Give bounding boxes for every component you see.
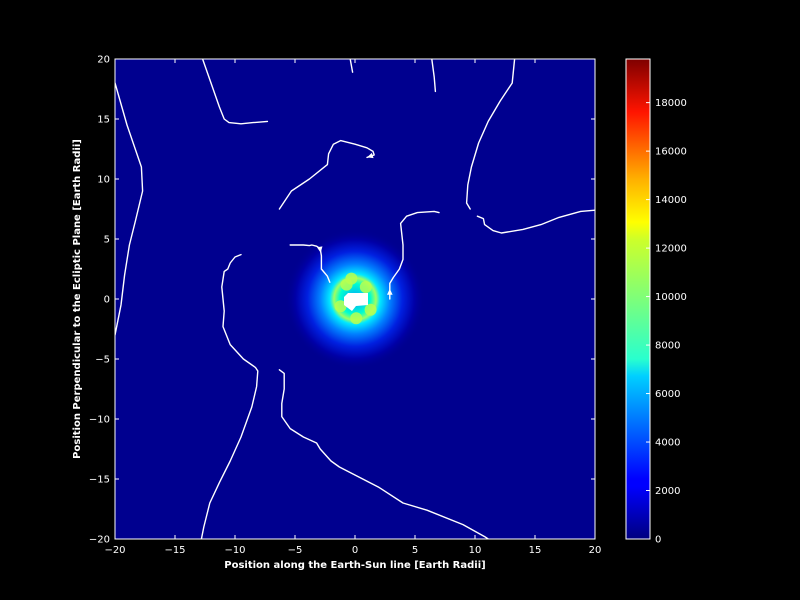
- plot-area: −20 −15 −10 −5 0 5 10 15 20 −20−15−10−505101520 …: [72, 55, 601, 572]
- x-tick-label: 15: [529, 545, 542, 556]
- colorbar-tick-label: 0: [655, 535, 661, 546]
- ring-hot-spots: [334, 272, 377, 325]
- colorbar-ticks: 0 2000 4000 6000 8000 10000 12000 14000 16000 180…: [646, 98, 687, 546]
- streamline: [476, 209, 595, 234]
- colorbar-tick-label: 12000: [655, 244, 687, 255]
- y-tick-label: 15: [97, 115, 110, 126]
- x-tick-label: −5: [288, 545, 303, 556]
- x-tick-label: −20: [104, 545, 125, 556]
- colorbar-tick-label: 18000: [655, 98, 687, 109]
- ring-hot-spot: [364, 303, 377, 316]
- streamline: [278, 369, 489, 539]
- colorbar-tick-label: 8000: [655, 341, 680, 352]
- streamline-arrow: [387, 288, 393, 295]
- x-tick-label: 10: [469, 545, 482, 556]
- colorbar: 0 2000 4000 6000 8000 10000 12000 14000 16000 180…: [625, 58, 687, 546]
- x-tick-label: 20: [589, 545, 602, 556]
- colorbar-tick-label: 2000: [655, 486, 680, 497]
- y-tick-label: −5: [95, 355, 110, 366]
- x-axis-ticks: −20 −15 −10 −5 0 5 10 15 20: [104, 59, 601, 556]
- y-tick-label: 0: [104, 295, 110, 306]
- masked-region: [344, 293, 368, 311]
- y-axis-label: Position Perpendicular to the Ecliptic P…: [72, 139, 83, 459]
- streamlines: [115, 59, 595, 539]
- streamline-arrow: [367, 152, 374, 159]
- ring-hot-spot: [345, 272, 358, 285]
- ring-hot-spot: [350, 312, 363, 325]
- y-axis-ticks: −20 −15 −10 −5 0 5 10 15 20: [89, 55, 595, 546]
- y-tick-label: −10: [89, 415, 110, 426]
- x-tick-label: 0: [352, 545, 358, 556]
- y-tick-label: −15: [89, 475, 110, 486]
- colorbar-tick-label: 10000: [655, 292, 687, 303]
- streamline: [349, 59, 354, 73]
- y-tick-label: 10: [97, 175, 110, 186]
- streamline: [115, 82, 144, 336]
- colorbar-gradient: [625, 58, 651, 540]
- y-tick-label: −20: [89, 535, 110, 546]
- colorbar-tick-label: 6000: [655, 389, 680, 400]
- streamline: [431, 59, 437, 93]
- ring-hot-spot: [334, 300, 347, 313]
- streamline: [465, 59, 516, 210]
- x-tick-label: −15: [164, 545, 185, 556]
- streamline: [200, 253, 259, 539]
- y-tick-label: 20: [97, 55, 110, 66]
- streamline-arrow: [316, 246, 323, 253]
- x-tick-label: −10: [224, 545, 245, 556]
- streamline: [389, 210, 440, 300]
- x-axis-label: Position along the Earth-Sun line [Earth…: [224, 560, 485, 571]
- colorbar-tick-label: 14000: [655, 195, 687, 206]
- colorbar-tick-label: 16000: [655, 147, 687, 158]
- ring-hot-spot: [359, 281, 372, 293]
- y-tick-label: 5: [104, 235, 110, 246]
- streamline: [278, 139, 375, 210]
- colorbar-tick-label: 4000: [655, 438, 680, 449]
- x-tick-label: 5: [412, 545, 418, 556]
- streamline: [201, 59, 269, 125]
